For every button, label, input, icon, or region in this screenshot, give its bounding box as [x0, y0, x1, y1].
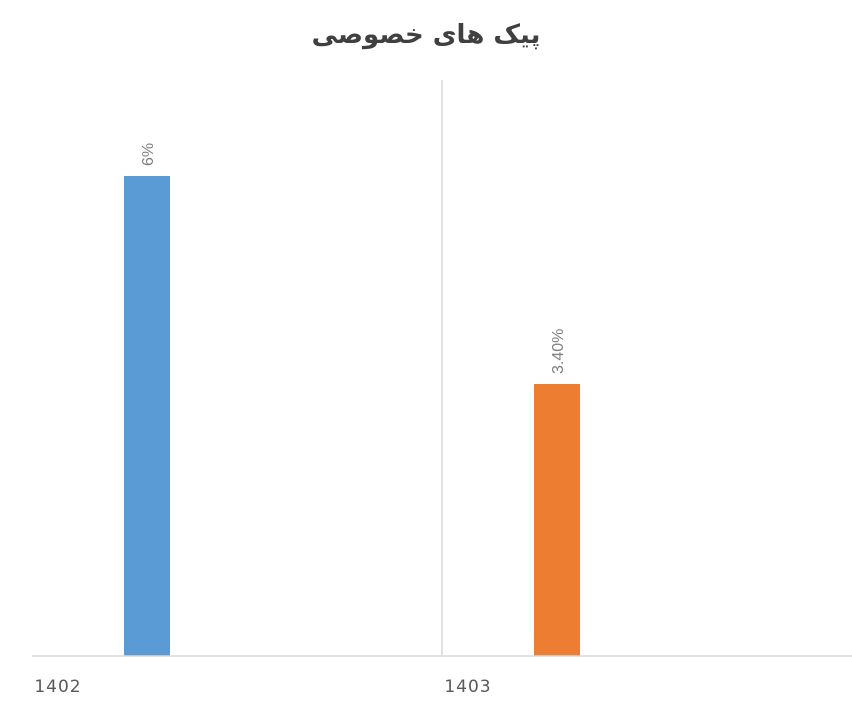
x-tick-label-1402: 1402	[34, 677, 81, 697]
data-label-1402: 6%	[140, 143, 157, 166]
x-tick-label-1403: 1403	[444, 677, 491, 697]
bar-1403	[534, 384, 580, 656]
data-label-1403: 3.40%	[550, 329, 567, 374]
chart-title: پیک های خصوصی	[311, 20, 541, 50]
x-tick-labels: 1402 1403	[34, 677, 491, 697]
bar-1402	[124, 176, 170, 656]
bars-group: 6% 3.40%	[124, 143, 580, 656]
